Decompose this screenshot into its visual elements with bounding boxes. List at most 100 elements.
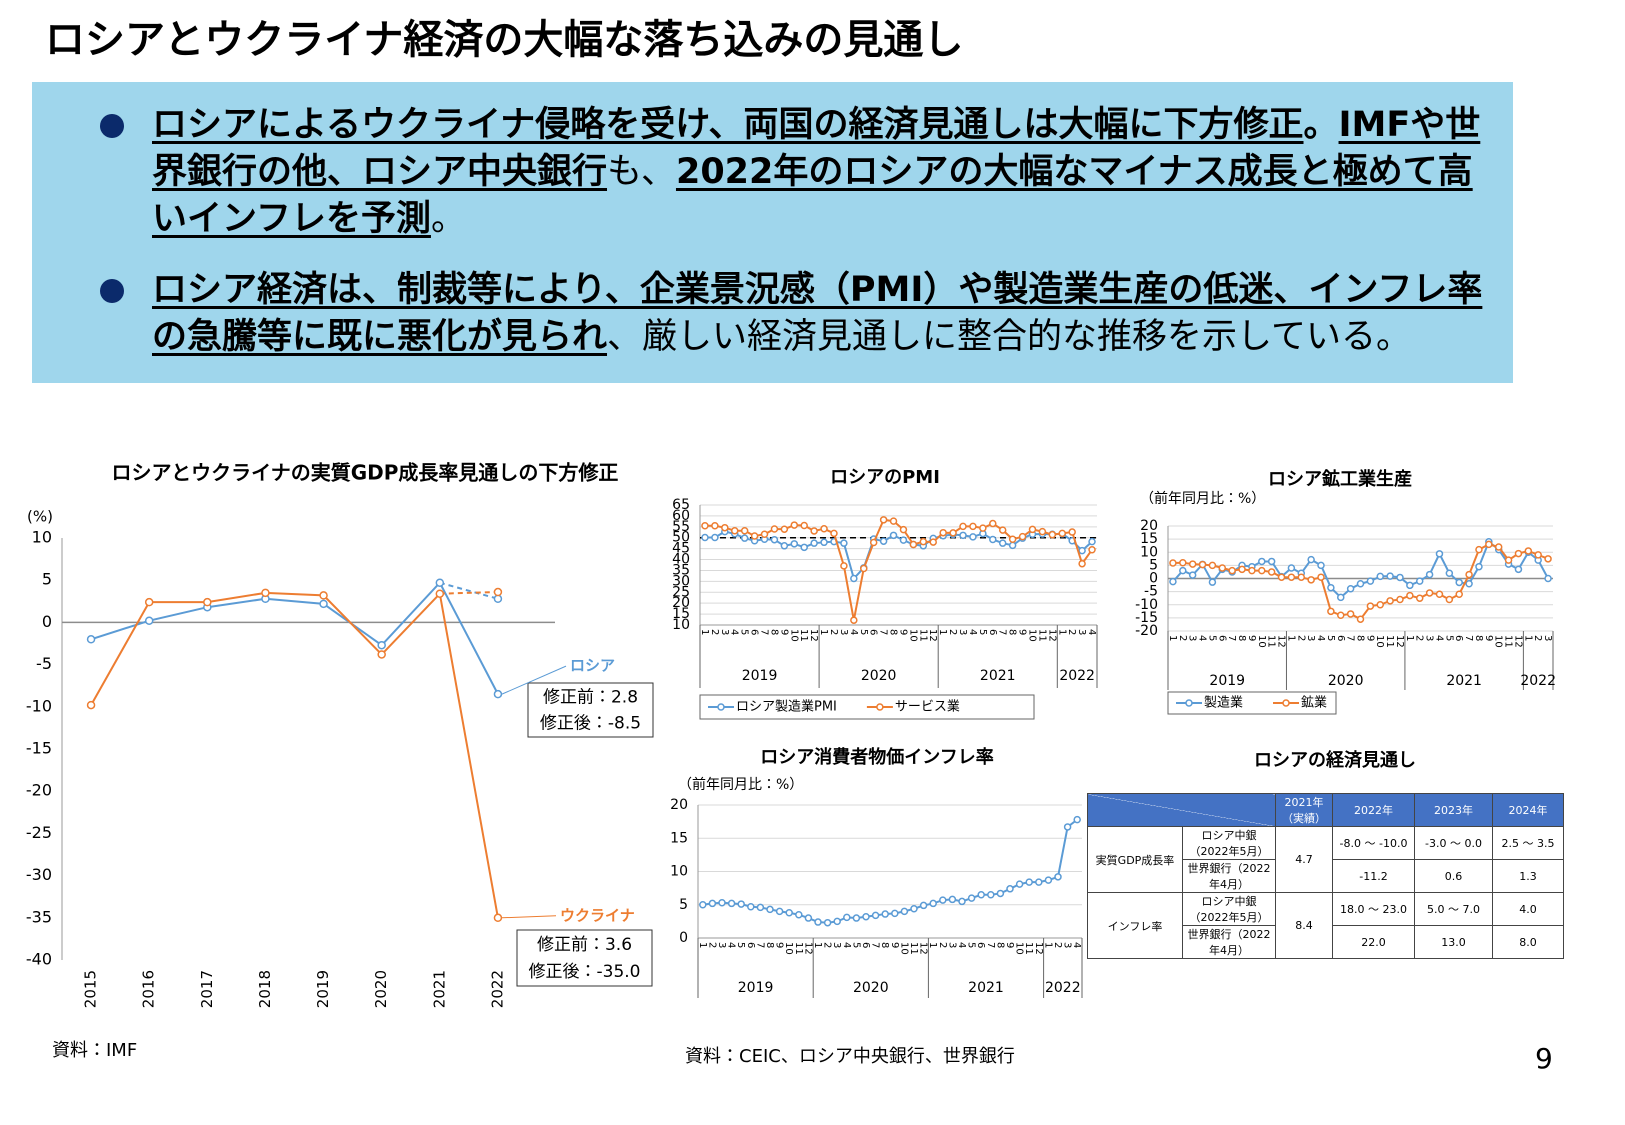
group-label: 2019 <box>1209 673 1245 689</box>
x-tick-label: 11 <box>1503 635 1514 648</box>
data-point <box>850 616 858 624</box>
data-point <box>780 542 789 550</box>
bullet-text: ロシアによるウクライナ侵略を受け、両国の経済見通しは大幅に下方修正 <box>152 105 1304 145</box>
y-tick-label: 5 <box>42 570 52 589</box>
data-point <box>1297 573 1306 581</box>
data-point <box>969 522 977 531</box>
x-tick-label: 7 <box>754 942 765 948</box>
y-tick-label: 45 <box>672 541 690 557</box>
x-tick-label: 10 <box>1374 635 1385 648</box>
data-point <box>727 899 736 908</box>
data-point <box>1327 607 1335 616</box>
annotation: 修正前：2.8 <box>543 688 638 708</box>
x-tick-label: 12 <box>802 942 813 955</box>
data-point <box>881 910 889 918</box>
revision-point <box>493 594 503 604</box>
data-point <box>756 903 765 912</box>
data-point <box>998 539 1007 547</box>
data-point <box>737 900 745 908</box>
x-tick-label: 2 <box>1295 635 1306 641</box>
y-tick-label: 10 <box>32 528 52 547</box>
data-point <box>775 907 784 916</box>
bullet: ロシア経済は、制裁等により、企業景況感（PMI）や製造業生産の低迷、インフレ率の… <box>100 267 1502 361</box>
data-point <box>1534 551 1542 559</box>
data-point <box>1063 823 1072 831</box>
x-tick-label: 4 <box>1315 635 1326 641</box>
x-tick-label: 9 <box>1483 635 1494 641</box>
source-note: 資料：IMF <box>52 1040 138 1061</box>
x-tick-label: 4 <box>1071 942 1082 948</box>
data-point <box>1267 557 1276 566</box>
data-point <box>1258 557 1266 566</box>
data-point <box>377 640 386 650</box>
x-tick-label: 3 <box>1076 629 1087 635</box>
x-tick-label: 6 <box>1216 635 1227 641</box>
data-point <box>899 525 908 534</box>
x-tick-label: 2 <box>706 942 717 948</box>
value-cell: 4.0 <box>1492 892 1564 926</box>
source-cell: ロシア中銀（2022年5月） <box>1182 892 1276 926</box>
data-point <box>760 530 769 538</box>
header-cell: 2023年 <box>1414 793 1493 827</box>
y-tick-label: -5 <box>1144 584 1158 600</box>
x-tick-label: 6 <box>1335 635 1346 641</box>
data-point <box>711 521 719 530</box>
x-tick-label: 8 <box>1007 629 1018 635</box>
data-point <box>1088 537 1096 546</box>
y-tick-label: -25 <box>26 823 52 842</box>
data-point <box>1376 572 1384 581</box>
x-tick-label: 2020 <box>372 970 390 1008</box>
x-tick-label: 11 <box>917 629 928 642</box>
legend-label: 鉱業 <box>1301 695 1327 711</box>
data-point <box>1396 595 1404 604</box>
data-point <box>1267 568 1276 576</box>
x-tick-label: 1 <box>937 629 948 635</box>
data-point <box>1008 541 1017 550</box>
x-tick-label: 12 <box>1512 635 1523 648</box>
data-point <box>747 902 755 911</box>
data-point <box>377 650 386 659</box>
bullet-text: も、 <box>607 152 676 192</box>
x-tick-label: 1 <box>1167 635 1178 641</box>
y-tick-label: -10 <box>26 696 52 715</box>
bullet-list: ロシアによるウクライナ侵略を受け、両国の経済見通しは大幅に下方修正。IMFや世界… <box>32 102 1513 361</box>
data-point <box>701 533 709 542</box>
bullet-text: 。 <box>430 199 466 239</box>
data-point <box>1455 578 1463 587</box>
page-number: 9 <box>1535 1042 1553 1075</box>
x-tick-label: 2015 <box>82 970 100 1008</box>
data-point <box>1008 535 1017 544</box>
header-cell: 2022年 <box>1332 793 1415 827</box>
y-tick-label: -35 <box>26 907 52 926</box>
value-cell: -8.0 ～ -10.0 <box>1332 826 1415 860</box>
x-tick-label: 7 <box>1345 635 1356 641</box>
x-tick-label: 1 <box>1056 629 1067 635</box>
data-point <box>1248 566 1256 575</box>
chart-title: ロシアのPMI <box>830 467 940 488</box>
data-point <box>1006 885 1014 893</box>
x-tick-label: 10 <box>1026 629 1037 642</box>
data-point <box>790 521 799 529</box>
x-tick-label: 4 <box>729 629 740 635</box>
group-label: 2019 <box>742 668 778 684</box>
data-point <box>1406 591 1414 600</box>
x-tick-label: 8 <box>764 942 775 948</box>
x-tick-label: 2 <box>822 942 833 948</box>
x-tick-label: 12 <box>927 629 938 642</box>
x-tick-label: 7 <box>985 942 996 948</box>
x-tick-label: 3 <box>1305 635 1316 641</box>
data-point <box>766 905 774 914</box>
x-tick-label: 10 <box>788 629 799 642</box>
value-cell: 5.0 ～ 7.0 <box>1414 892 1493 926</box>
data-point <box>929 538 937 546</box>
chart-title: ロシアとウクライナの実質GDP成長率見通しの下方修正 <box>112 461 619 485</box>
chart-subtitle: （前年同月比：%） <box>678 776 803 793</box>
x-tick-label: 12 <box>1046 629 1057 642</box>
data-point <box>1169 577 1177 586</box>
x-tick-label: 1 <box>927 942 938 948</box>
x-tick-label: 7 <box>870 942 881 948</box>
x-tick-label: 3 <box>1187 635 1198 641</box>
header-cell: 2024年 <box>1492 793 1564 827</box>
data-point <box>823 918 832 927</box>
